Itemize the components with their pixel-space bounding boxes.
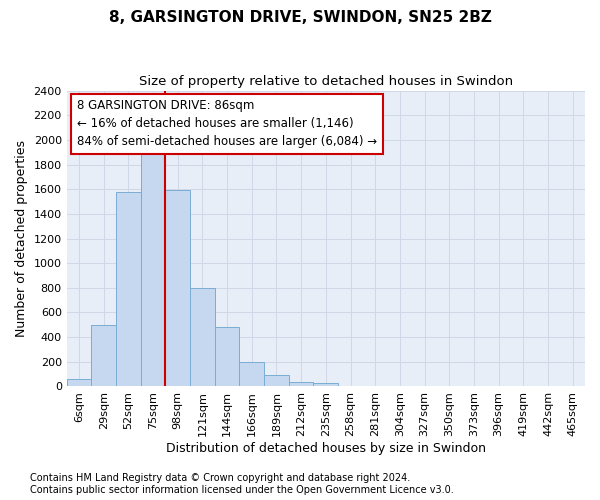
Bar — [116, 192, 141, 386]
X-axis label: Distribution of detached houses by size in Swindon: Distribution of detached houses by size … — [166, 442, 486, 455]
Bar — [215, 328, 239, 386]
Bar — [289, 382, 313, 386]
Title: Size of property relative to detached houses in Swindon: Size of property relative to detached ho… — [139, 75, 513, 88]
Y-axis label: Number of detached properties: Number of detached properties — [15, 140, 28, 337]
Bar — [166, 190, 190, 386]
Bar — [313, 383, 338, 386]
Text: 8, GARSINGTON DRIVE, SWINDON, SN25 2BZ: 8, GARSINGTON DRIVE, SWINDON, SN25 2BZ — [109, 10, 491, 25]
Text: Contains HM Land Registry data © Crown copyright and database right 2024.
Contai: Contains HM Land Registry data © Crown c… — [30, 474, 454, 495]
Bar — [239, 362, 264, 386]
Bar — [91, 325, 116, 386]
Text: 8 GARSINGTON DRIVE: 86sqm
← 16% of detached houses are smaller (1,146)
84% of se: 8 GARSINGTON DRIVE: 86sqm ← 16% of detac… — [77, 100, 377, 148]
Bar — [67, 379, 91, 386]
Bar — [264, 376, 289, 386]
Bar — [190, 288, 215, 386]
Bar — [141, 146, 166, 386]
